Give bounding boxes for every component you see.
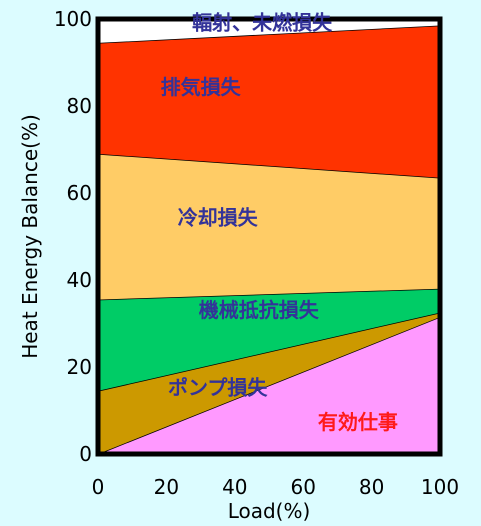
x-tick-label: 20 xyxy=(154,475,179,499)
band-label: 有効仕事 xyxy=(318,410,398,434)
y-tick-label: 0 xyxy=(79,442,92,466)
y-tick-label: 80 xyxy=(67,94,92,118)
x-tick-label: 0 xyxy=(92,475,105,499)
band-label: 輻射、未燃損失 xyxy=(192,11,333,35)
area-band xyxy=(98,288,440,391)
y-axis-ticks: 0 20 40 60 80 100 xyxy=(54,7,92,466)
area-bands xyxy=(97,18,441,455)
y-tick-label: 20 xyxy=(67,355,92,379)
area-band xyxy=(98,19,440,43)
band-label: 冷却損失 xyxy=(178,206,259,230)
y-tick-label: 100 xyxy=(54,7,92,31)
band-labels: 有効仕事 ポンプ損失 機械抵抗損失 冷却損失 排気損失 輻射、未燃損失 xyxy=(161,11,398,434)
area-band xyxy=(98,153,440,300)
x-tick-label: 100 xyxy=(421,475,459,499)
band-label: ポンプ損失 xyxy=(168,375,268,399)
x-axis-label: Load(%) xyxy=(228,499,311,523)
y-tick-label: 60 xyxy=(67,181,92,205)
plot-frame xyxy=(95,16,443,457)
area-band xyxy=(98,25,440,178)
area-band xyxy=(98,312,440,454)
x-tick-label: 80 xyxy=(359,475,384,499)
x-tick-label: 40 xyxy=(222,475,247,499)
band-label: 排気損失 xyxy=(161,75,242,99)
y-tick-label: 40 xyxy=(67,268,92,292)
x-tick-label: 60 xyxy=(290,475,315,499)
band-label: 機械抵抗損失 xyxy=(199,298,320,322)
x-axis-ticks: 0 20 40 60 80 100 xyxy=(92,475,459,499)
y-axis-label: Heat Energy Balance(%) xyxy=(18,114,42,359)
